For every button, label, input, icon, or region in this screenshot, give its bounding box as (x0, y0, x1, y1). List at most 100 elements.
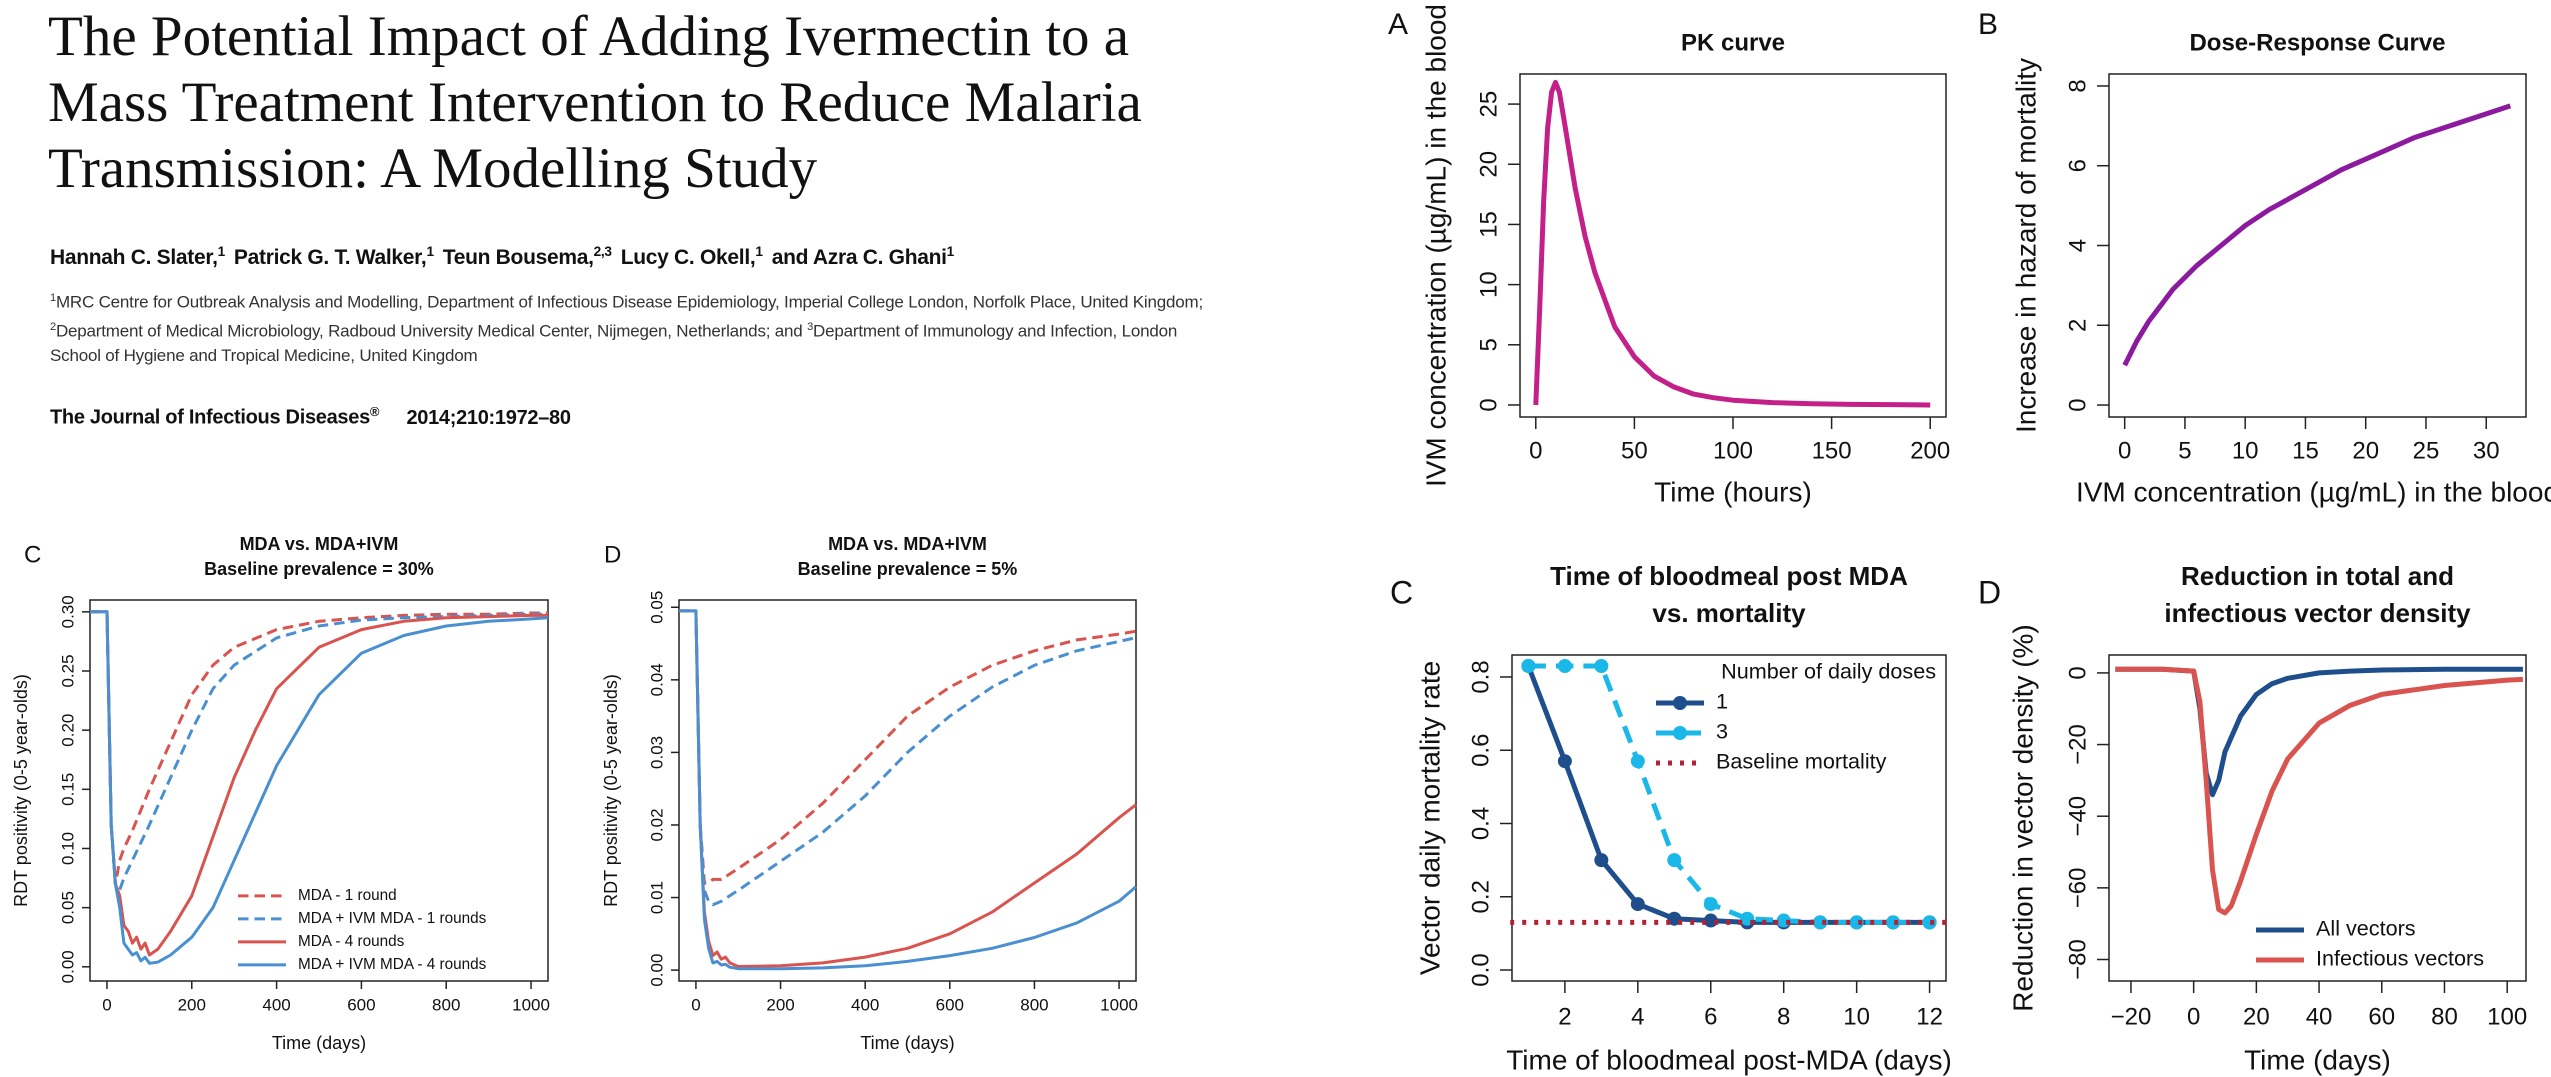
y-tick-label: 0.0 (1467, 953, 1494, 986)
x-tick-label: 800 (1020, 995, 1048, 1014)
x-tick-label: 100 (1713, 437, 1753, 464)
y-tick-label: −20 (2064, 724, 2091, 765)
author-affiliation-mark: 1 (426, 244, 434, 259)
author-name: Lucy C. Okell, (620, 246, 756, 269)
y-tick-label: 8 (2064, 79, 2091, 92)
affiliation: Department of Immunology and Infection, … (50, 321, 1178, 366)
y-tick-label: 0.25 (59, 654, 78, 687)
x-axis-label: Time (days) (860, 1033, 954, 1053)
x-axis-label: IVM concentration (µg/mL) in the blood (2076, 476, 2551, 507)
y-axis-label: RDT positivity (0-5 year-olds) (11, 674, 31, 907)
y-tick-label: 0 (2064, 398, 2091, 411)
x-tick-label: 600 (347, 995, 375, 1014)
x-tick-label: 150 (1812, 437, 1852, 464)
y-tick-label: 0.8 (1467, 660, 1494, 693)
title-line: The Potential Impact of Adding Ivermecti… (48, 5, 1130, 68)
data-point (1667, 853, 1682, 868)
x-tick-label: 0 (102, 995, 111, 1014)
plot-frame (2108, 654, 2527, 982)
data-point (1922, 915, 1937, 930)
x-tick-label: 12 (1916, 1003, 1943, 1030)
chart-title: infectious vector density (2164, 598, 2471, 628)
affiliations: 1MRC Centre for Outbreak Analysis and Mo… (50, 286, 1215, 368)
journal-name: The Journal of Infectious Diseases (50, 406, 370, 429)
plot-frame (1519, 73, 1947, 418)
author-name: and Azra C. Ghani (771, 246, 947, 269)
chart-title: vs. mortality (1652, 598, 1806, 628)
series-line (1533, 79, 1931, 408)
chart-title: Time of bloodmeal post MDA (1550, 561, 1908, 591)
affiliation-mark: 1 (50, 292, 56, 304)
x-tick-label: 20 (2352, 437, 2379, 464)
data-point (1557, 754, 1572, 769)
x-tick-label: 200 (1910, 437, 1950, 464)
y-tick-label: 0.05 (59, 891, 78, 924)
panel-letter: A (1388, 8, 1408, 41)
author-affiliation-mark: 1 (755, 244, 763, 259)
y-tick-label: 0.10 (59, 832, 78, 865)
y-tick-label: 0.00 (648, 954, 667, 987)
chart-title: MDA vs. MDA+IVM (240, 534, 399, 554)
legend-label: MDA - 1 round (298, 887, 397, 904)
chart-title: Baseline prevalence = 5% (798, 559, 1018, 579)
y-axis-label: Reduction in vector density (%) (2007, 624, 2038, 1012)
x-tick-label: 100 (2487, 1003, 2527, 1030)
x-tick-label: 8 (1777, 1003, 1790, 1030)
data-point (1667, 911, 1682, 926)
title-line: Transmission: A Modelling Study (48, 137, 818, 200)
y-tick-label: 25 (1475, 91, 1502, 118)
x-tick-label: 0 (2187, 1003, 2200, 1030)
series-line (2115, 666, 2524, 916)
data-point (1521, 658, 1536, 673)
author: Patrick G. T. Walker,1 (233, 244, 434, 269)
chart-title: PK curve (1681, 29, 1785, 56)
plot-frame (678, 599, 1137, 982)
legend-label: Baseline mortality (1716, 749, 1887, 774)
x-axis-label: Time (days) (2244, 1044, 2391, 1075)
x-tick-label: 10 (2232, 437, 2259, 464)
y-tick-label: 0 (1475, 398, 1502, 411)
x-tick-label: 10 (1843, 1003, 1870, 1030)
legend-marker (1673, 726, 1687, 740)
x-axis-label: Time of bloodmeal post-MDA (days) (1506, 1044, 1952, 1075)
x-tick-label: 0 (2118, 437, 2131, 464)
y-tick-label: 0.30 (59, 595, 78, 628)
series-line (90, 610, 548, 886)
series-line (90, 610, 549, 965)
y-axis-label: Increase in hazard of mortality (2010, 58, 2041, 433)
author-name: Patrick G. T. Walker, (233, 246, 427, 269)
journal-mark: ® (369, 404, 380, 419)
legend-title: Number of daily doses (1721, 659, 1936, 684)
x-tick-label: 6 (1704, 1003, 1717, 1030)
y-tick-label: 0.00 (59, 950, 78, 983)
y-tick-label: 0.03 (648, 736, 667, 769)
x-tick-label: 200 (178, 995, 206, 1014)
affiliation-mark: 3 (807, 320, 814, 333)
y-tick-label: 0.2 (1467, 880, 1494, 913)
panel-letter: C (24, 541, 41, 568)
x-tick-label: 200 (766, 995, 794, 1014)
chart-title: MDA vs. MDA+IVM (828, 534, 987, 554)
affiliation: MRC Centre for Outbreak Analysis and Mod… (55, 292, 1204, 312)
x-tick-label: 1000 (512, 995, 550, 1014)
authors: Hannah C. Slater,1 Patrick G. T. Walker,1… (50, 244, 963, 270)
legend-label: 1 (1716, 689, 1728, 714)
series-line (679, 609, 1137, 968)
y-tick-label: 2 (2064, 319, 2091, 332)
journal-citation: 2014;210:1972–80 (406, 406, 571, 429)
y-axis-label: Vector daily mortality rate (1414, 661, 1445, 975)
legend-label: MDA + IVM MDA - 4 rounds (298, 956, 487, 973)
x-tick-label: 4 (1631, 1003, 1644, 1030)
chart-title: Baseline prevalence = 30% (204, 559, 434, 579)
title-line: Mass Treatment Intervention to Reduce Ma… (48, 71, 1142, 134)
data-point (1594, 853, 1609, 868)
series-line (1526, 665, 1930, 925)
data-point (1886, 915, 1901, 930)
y-tick-label: −40 (2064, 796, 2091, 837)
x-tick-label: 0 (691, 995, 700, 1014)
affiliation: Department of Medical Microbiology, Radb… (55, 321, 803, 341)
x-tick-label: 25 (2413, 437, 2440, 464)
y-tick-label: 0.04 (648, 663, 667, 696)
x-tick-label: 0 (1529, 437, 1542, 464)
legend-label: All vectors (2316, 916, 2416, 941)
